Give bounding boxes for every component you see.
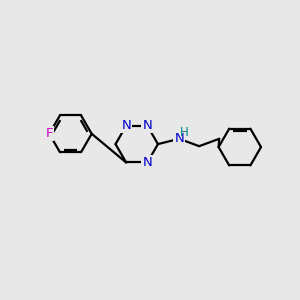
Text: N: N: [142, 156, 152, 169]
Text: N: N: [142, 119, 152, 132]
Text: H: H: [180, 126, 188, 139]
Text: F: F: [46, 127, 53, 140]
Text: N: N: [121, 119, 131, 132]
Text: N: N: [174, 132, 184, 145]
